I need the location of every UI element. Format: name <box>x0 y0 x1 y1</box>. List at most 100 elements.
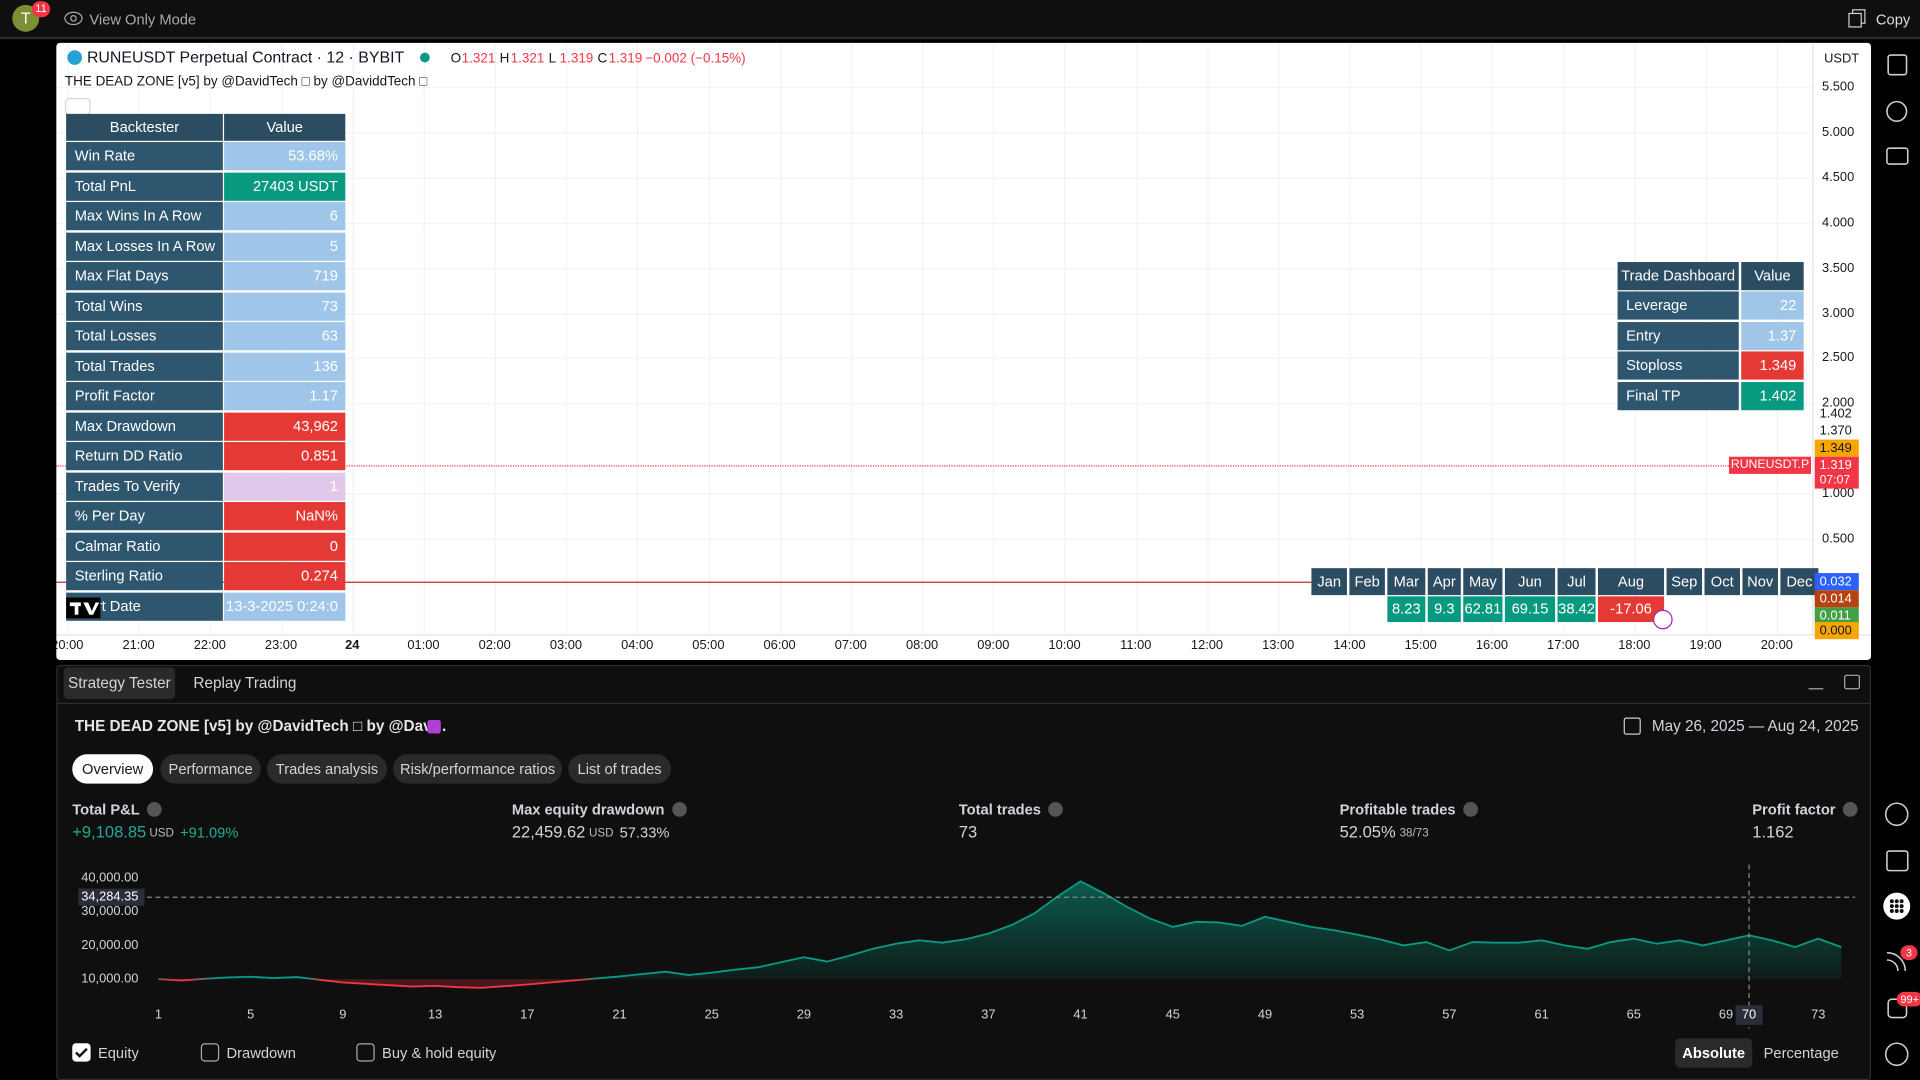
tv-logo <box>66 597 101 619</box>
price-tick-label: 3.500 <box>1822 260 1855 276</box>
time-tick-label: 20:00 <box>56 637 84 653</box>
info-icon[interactable] <box>672 802 687 817</box>
crosshair-y-label: 34,284.35 <box>81 889 138 904</box>
x-tick-label: 69 <box>1719 1006 1733 1021</box>
backtester-value: 0 <box>224 532 346 561</box>
news-icon[interactable] <box>1886 951 1907 972</box>
strategy-name[interactable]: THE DEAD ZONE [v5] by @DavidTech □ by @D… <box>74 717 447 735</box>
indicator-title[interactable]: THE DEAD ZONE [v5] by @DavidTech □ by @D… <box>64 74 428 90</box>
x-tick-label: 73 <box>1811 1006 1825 1021</box>
calendar-icon[interactable] <box>1886 850 1909 872</box>
metric-label: Profitable trades <box>1339 800 1456 818</box>
x-tick-label: 49 <box>1258 1006 1272 1021</box>
ohlc-key: C <box>597 51 608 67</box>
time-tick-label: 20:00 <box>1760 637 1793 653</box>
toggle-label[interactable]: Equity <box>97 1044 139 1062</box>
backtester-value: 719 <box>224 262 346 291</box>
help-icon[interactable] <box>1884 1042 1909 1067</box>
crosshair-x-label: 70 <box>1742 1006 1756 1021</box>
strategy-settings[interactable] <box>427 720 441 734</box>
metric-label: Max equity drawdown <box>511 800 665 818</box>
watchlist-icon[interactable] <box>1887 54 1908 76</box>
dashboard-value: 22 <box>1741 291 1804 320</box>
month-value: 8.23 <box>1387 596 1426 623</box>
maximize-button[interactable] <box>1844 674 1861 690</box>
time-tick-label: 05:00 <box>692 637 725 653</box>
mode-button[interactable]: Percentage <box>1763 1044 1839 1062</box>
chat-icon[interactable] <box>1886 147 1909 165</box>
ohlc-value: 1.321 <box>461 51 496 67</box>
info-icon[interactable] <box>1048 802 1063 817</box>
subtab[interactable]: Performance <box>160 754 261 784</box>
symbol-title[interactable]: RUNEUSDT Perpetual Contract · 12 · BYBIT <box>86 47 405 67</box>
ohlc-key: O <box>450 51 462 67</box>
alerts-icon[interactable] <box>1886 100 1908 123</box>
subtab[interactable]: Trades analysis <box>266 754 387 784</box>
info-icon[interactable] <box>1463 802 1478 817</box>
time-tick-label: 10:00 <box>1048 637 1081 653</box>
ohlc-key: L <box>548 51 557 67</box>
info-icon[interactable] <box>146 802 162 817</box>
time-tick-label: 24 <box>345 637 360 653</box>
tester-tab[interactable]: Replay Trading <box>193 674 297 692</box>
month-header: Sep <box>1666 568 1703 596</box>
metric-value: +9,108.85 <box>72 822 147 842</box>
backtester-label: Profit Factor <box>66 382 223 411</box>
backtester-label: Total Trades <box>66 352 223 381</box>
backtester-value: NaN% <box>224 502 346 531</box>
price-tick-label: 5.500 <box>1822 79 1855 95</box>
x-tick-label: 13 <box>428 1006 442 1021</box>
top-bar <box>0 0 1920 40</box>
month-header: Dec <box>1780 568 1819 596</box>
price-tick-label: 0.500 <box>1822 531 1855 547</box>
info-icon[interactable] <box>1842 802 1858 817</box>
replay-marker[interactable] <box>1653 609 1673 630</box>
price-change: −0.002 (−0.15%) <box>645 51 746 67</box>
metric-value: 1.162 <box>1752 822 1794 842</box>
x-tick-label: 21 <box>612 1006 626 1021</box>
price-marker: 1.319 <box>1814 456 1859 474</box>
month-header: May <box>1463 568 1503 596</box>
price-tick-label: 2.000 <box>1822 395 1855 411</box>
copy-icon[interactable] <box>1848 9 1868 29</box>
ohlc-value: 1.319 <box>559 51 594 67</box>
price-tick-label: 3.000 <box>1822 305 1855 321</box>
time-tick-label: 06:00 <box>763 637 796 653</box>
date-range[interactable]: May 26, 2025 — Aug 24, 2025 <box>1651 717 1859 735</box>
mode-button[interactable]: Absolute <box>1675 1038 1753 1068</box>
checkbox-checked[interactable] <box>72 1043 91 1062</box>
crosshair-x-box <box>1735 1005 1763 1025</box>
subtab[interactable]: Overview <box>72 754 154 784</box>
check-mark <box>75 1047 88 1058</box>
currency-select[interactable]: USDT <box>1824 51 1860 67</box>
time-tick-label: 08:00 <box>905 637 939 653</box>
checkbox[interactable] <box>356 1043 375 1062</box>
tv-logo-mark <box>69 602 100 615</box>
x-tick-label: 61 <box>1534 1006 1548 1021</box>
minimize-button[interactable] <box>1808 688 1824 690</box>
backtester-header: Backtester <box>66 113 223 141</box>
backtester-label: Sterling Ratio <box>66 562 223 591</box>
date-icon[interactable] <box>1623 717 1641 735</box>
time-grid-line <box>1064 42 1066 635</box>
y-tick-label: 30,000.00 <box>81 903 138 918</box>
ideas-icon[interactable] <box>1884 802 1909 827</box>
symbol-tag: RUNEUSDT.P <box>1728 456 1812 474</box>
subtab[interactable]: Risk/performance ratios <box>393 754 563 784</box>
ohlc-value: 1.321 <box>510 51 545 67</box>
notification-badge: 11 <box>31 1 51 18</box>
countdown-label: 07:07 <box>1814 472 1859 489</box>
tester-tab[interactable]: Strategy Tester <box>63 667 176 700</box>
backtester-value: 5 <box>224 232 346 261</box>
dashboard-label: Entry <box>1617 321 1739 350</box>
backtester-label: % Per Day <box>66 502 223 531</box>
time-tick-label: 09:00 <box>977 637 1010 653</box>
copy-button[interactable]: Copy <box>1875 11 1911 29</box>
toggle-label[interactable]: Buy & hold equity <box>382 1044 497 1062</box>
subtab[interactable]: List of trades <box>568 754 672 784</box>
time-tick-label: 16:00 <box>1475 637 1508 653</box>
price-tick-label: 1.000 <box>1822 486 1855 501</box>
checkbox[interactable] <box>200 1043 220 1062</box>
toggle-label[interactable]: Drawdown <box>226 1044 296 1062</box>
time-tick-label: 22:00 <box>193 637 226 653</box>
